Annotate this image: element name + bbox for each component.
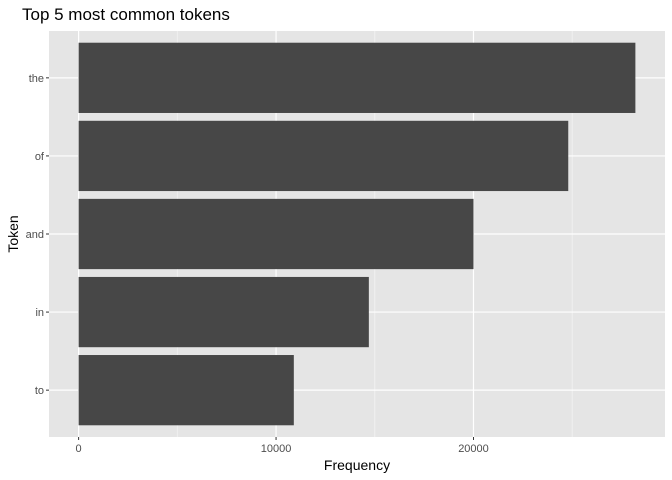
y-tick-label: to [35,385,44,397]
y-tick-label: in [35,307,44,319]
x-tick-label: 10000 [261,443,292,455]
bar-to [78,355,294,426]
y-tick-label: and [26,229,44,241]
x-tick-label: 20000 [458,443,489,455]
y-tick-label: the [29,73,44,85]
bars [78,42,636,426]
x-axis: 0 10000 20000 [76,437,489,455]
bar-and [78,198,474,270]
x-axis-title: Frequency [324,457,390,473]
x-tick-label: 0 [76,443,82,455]
y-axis: the of and in to [26,73,49,397]
chart-title: Top 5 most common tokens [22,5,230,24]
y-axis-title: Token [5,215,21,252]
y-tick-label: of [35,151,45,163]
bar-in [78,276,369,348]
bar-the [78,42,636,113]
bar-of [78,120,569,192]
